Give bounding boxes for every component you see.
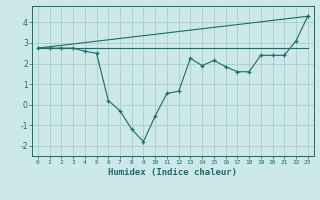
X-axis label: Humidex (Indice chaleur): Humidex (Indice chaleur) [108, 168, 237, 177]
